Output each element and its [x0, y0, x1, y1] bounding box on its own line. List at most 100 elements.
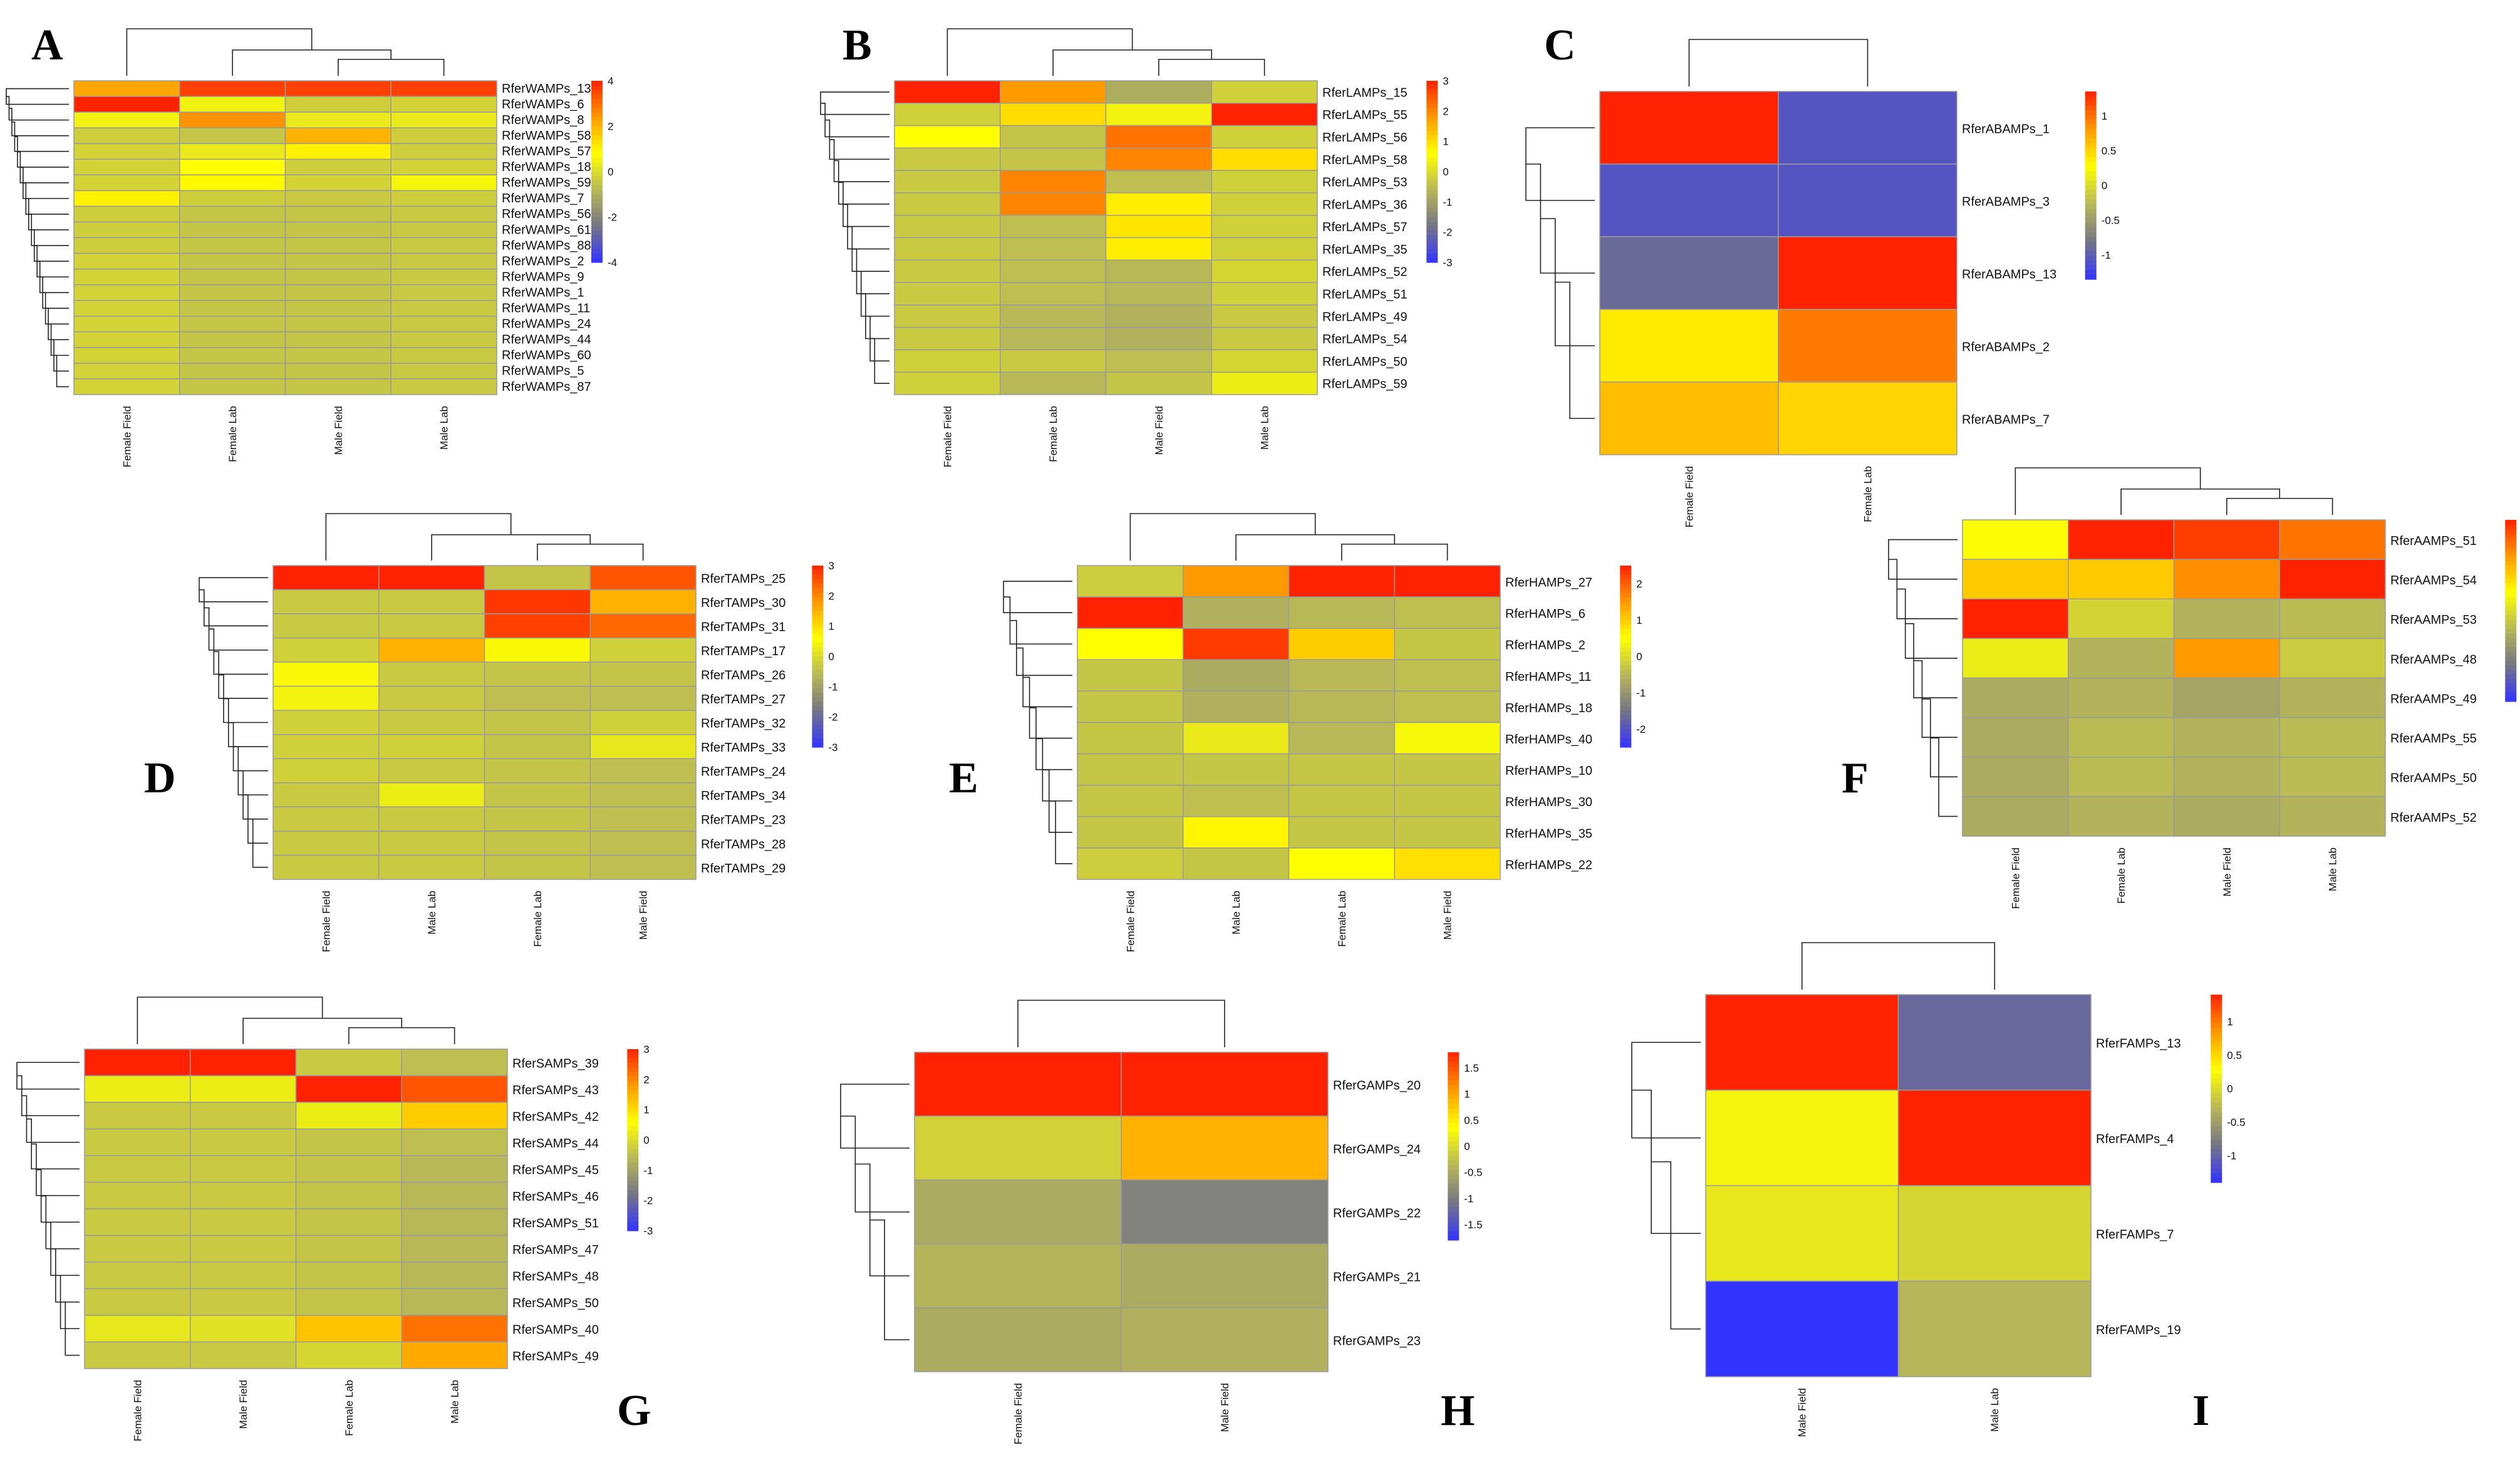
- colorbar-segment: [2211, 999, 2222, 1005]
- colorbar-segment: [812, 733, 824, 739]
- heatmap-cell: [73, 80, 180, 97]
- colorbar-segment: [2211, 1060, 2222, 1066]
- colorbar-segment: [2211, 1046, 2222, 1052]
- heatmap-cell: [295, 1155, 402, 1183]
- column-dendrogram-branch: [1158, 58, 1265, 76]
- colorbar-segment: [1426, 103, 1438, 109]
- heatmap-cell: [390, 331, 497, 348]
- heatmap-cell: [190, 1261, 297, 1290]
- colorbar-segment: [591, 112, 603, 118]
- colorbar-segment: [627, 1167, 639, 1173]
- heatmap-cell: [190, 1181, 297, 1209]
- colorbar-segment: [812, 661, 824, 666]
- colorbar-segment: [2211, 1098, 2222, 1104]
- heatmap-cell: [1705, 994, 1899, 1091]
- heatmap-cell: [1183, 816, 1290, 849]
- row-label: RferLAMPs_49: [1322, 310, 1408, 324]
- colorbar-segment: [627, 1217, 639, 1223]
- heatmap-cell: [2173, 638, 2280, 679]
- heatmap-cell: [589, 831, 697, 856]
- heatmap-cell: [484, 589, 591, 614]
- column-label: Female Field: [320, 891, 332, 952]
- row-dendrogram-branch: [46, 1221, 80, 1276]
- colorbar-segment: [627, 1054, 639, 1059]
- heatmap-cell: [73, 299, 180, 317]
- row-label: RferABAMPs_7: [1962, 413, 2050, 427]
- colorbar-segment: [2505, 674, 2517, 680]
- colorbar-segment: [812, 715, 824, 721]
- column-label: Male Lab: [1259, 406, 1271, 450]
- heatmap-cell: [589, 710, 697, 735]
- colorbar-segment: [2085, 110, 2097, 116]
- heatmap-cell: [84, 1235, 191, 1263]
- colorbar-segment: [627, 1072, 639, 1077]
- row-label: RferSAMPs_42: [512, 1111, 599, 1124]
- colorbar-segment: [1620, 597, 1632, 603]
- colorbar-segment: [627, 1126, 639, 1132]
- heatmap-cell: [295, 1341, 402, 1369]
- colorbar-tick-label: -1: [1443, 196, 1452, 208]
- colorbar-segment: [1448, 1231, 1460, 1236]
- row-dendrogram-branch: [34, 245, 69, 277]
- colorbar-segment: [1620, 615, 1632, 621]
- heatmap-cell: [2279, 757, 2386, 797]
- heatmap-cell: [378, 565, 485, 591]
- colorbar-segment: [627, 1067, 639, 1072]
- colorbar-segment: [1426, 135, 1438, 140]
- colorbar-segment: [2085, 190, 2097, 195]
- row-label: RferFAMPs_13: [2096, 1037, 2181, 1051]
- row-dendrogram-branch: [820, 91, 889, 115]
- heatmap-cell: [1962, 757, 2069, 797]
- colorbar-segment: [2085, 133, 2097, 139]
- heatmap-panel-a: A RferWAMPs_13 RferWAMPs_6 RferWAMPs_8 RferW…: [6, 21, 617, 467]
- heatmap-cell: [1000, 80, 1107, 104]
- heatmap-cell: [1394, 816, 1501, 849]
- colorbar-segment: [591, 230, 603, 236]
- heatmap-cell: [484, 758, 591, 784]
- colorbar-segment: [812, 697, 824, 703]
- colorbar-segment: [2211, 1178, 2222, 1183]
- heatmap-cell: [378, 806, 485, 832]
- colorbar-segment: [1426, 130, 1438, 136]
- colorbar-segment: [591, 180, 603, 186]
- row-label: RferLAMPs_53: [1322, 176, 1408, 190]
- heatmap-cell: [1121, 1243, 1329, 1308]
- colorbar-segment: [2085, 124, 2097, 130]
- colorbar-segment: [2085, 232, 2097, 238]
- heatmap-cell: [179, 316, 286, 333]
- colorbar-segment: [812, 656, 824, 661]
- colorbar-segment: [1426, 108, 1438, 113]
- heatmap-cell: [1394, 659, 1501, 692]
- heatmap-cell: [894, 80, 1001, 104]
- colorbar-segment: [591, 212, 603, 218]
- heatmap-cell: [1077, 784, 1184, 817]
- row-dendrogram-branch: [870, 338, 889, 384]
- row-dendrogram-branch: [1049, 800, 1072, 864]
- colorbar-segment: [627, 1162, 639, 1168]
- colorbar-segment: [1620, 570, 1632, 576]
- heatmap-cell: [1183, 659, 1290, 692]
- colorbar-segment: [2211, 1102, 2222, 1108]
- colorbar-segment: [2211, 995, 2222, 1000]
- column-label: Male Field: [1219, 1383, 1231, 1432]
- heatmap-cell: [589, 854, 697, 880]
- colorbar-segment: [812, 665, 824, 671]
- colorbar-tick-label: 2: [1636, 578, 1642, 590]
- colorbar-segment: [2085, 195, 2097, 200]
- heatmap-cell: [1183, 847, 1290, 880]
- heatmap-cell: [1000, 326, 1107, 351]
- row-dendrogram-branch: [20, 167, 69, 199]
- heatmap-cell: [484, 661, 591, 687]
- heatmap-cell: [894, 103, 1001, 127]
- colorbar-segment: [1448, 1109, 1460, 1114]
- colorbar-segment: [591, 126, 603, 132]
- heatmap-cell: [1105, 192, 1212, 216]
- colorbar-segment: [1426, 253, 1438, 259]
- heatmap-cell: [84, 1261, 191, 1290]
- colorbar-segment: [2505, 683, 2517, 688]
- row-dendrogram-branch: [841, 1116, 910, 1213]
- heatmap-cell: [1599, 163, 1779, 237]
- heatmap-cell: [2068, 717, 2175, 758]
- row-label: RferWAMPs_60: [502, 349, 591, 363]
- colorbar-segment: [1620, 665, 1632, 671]
